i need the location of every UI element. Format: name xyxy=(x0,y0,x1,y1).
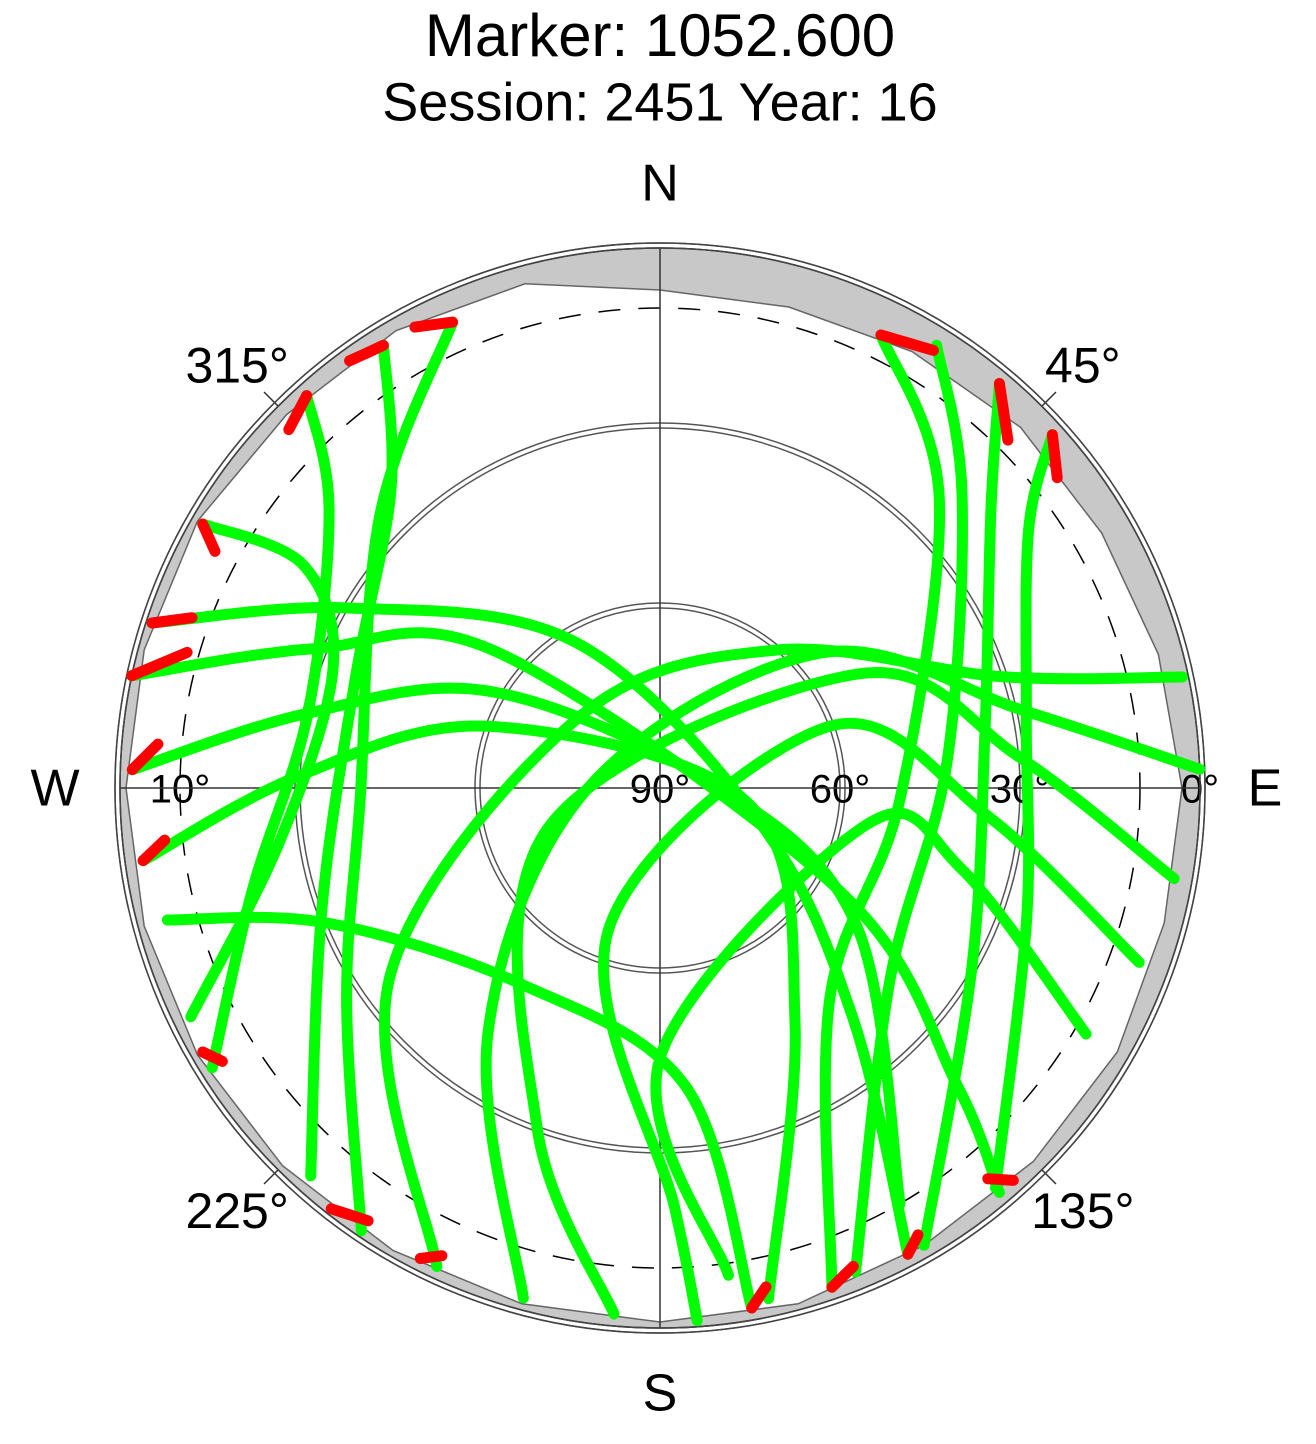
satellite-track xyxy=(902,1229,924,1260)
azimuth-label: 45° xyxy=(1045,337,1121,393)
satellite-track xyxy=(598,717,1145,1327)
satellite-track xyxy=(341,316,459,1237)
elevation-label: 60° xyxy=(810,768,871,812)
azimuth-label: 315° xyxy=(185,337,288,393)
direction-label: W xyxy=(30,760,79,818)
satellite-track xyxy=(826,1260,859,1293)
satellite-track xyxy=(137,834,171,867)
azimuth-label: 225° xyxy=(185,1183,288,1239)
horizon xyxy=(114,242,1206,1334)
satellite-track xyxy=(283,390,313,436)
azimuth-tick xyxy=(263,1169,279,1185)
satellite-track xyxy=(480,645,1206,1304)
satellite-track xyxy=(993,378,1014,446)
satellite-track xyxy=(650,807,1092,1281)
satellite-track xyxy=(197,518,221,557)
satellite-track xyxy=(875,329,939,356)
satellite-track xyxy=(137,720,801,1305)
direction-label: E xyxy=(1248,760,1283,818)
azimuth-tick xyxy=(263,391,279,407)
satellite-track xyxy=(414,1250,448,1264)
chart-subtitle: Session: 2451 Year: 16 xyxy=(382,72,937,132)
satellite-track xyxy=(126,646,193,682)
satellite-track xyxy=(197,1046,228,1067)
cutoff-label: 10° xyxy=(150,768,211,812)
direction-label: S xyxy=(643,1365,678,1423)
azimuth-label: 135° xyxy=(1031,1183,1134,1239)
satellite-track xyxy=(1046,429,1063,484)
azimuth-tick xyxy=(1041,1169,1057,1185)
chart-title: Marker: 1052.600 xyxy=(425,2,895,69)
satellite-track xyxy=(409,316,459,333)
satellite-track xyxy=(819,329,946,1293)
satellite-track xyxy=(918,378,1005,1251)
satellite-track xyxy=(746,1281,772,1314)
satellite-track xyxy=(325,1203,374,1227)
satellite-track xyxy=(344,339,389,367)
satellite-track xyxy=(511,667,1180,1320)
satellite-track xyxy=(126,738,164,776)
azimuth-tick xyxy=(1041,391,1057,407)
satellite-track xyxy=(146,602,914,1260)
horizon xyxy=(119,247,1201,1329)
direction-label: N xyxy=(641,155,679,213)
satellite-track xyxy=(161,911,758,1314)
satellite-track xyxy=(146,612,198,629)
satellite-track xyxy=(982,1173,1019,1186)
satellite-track xyxy=(379,643,1188,1272)
